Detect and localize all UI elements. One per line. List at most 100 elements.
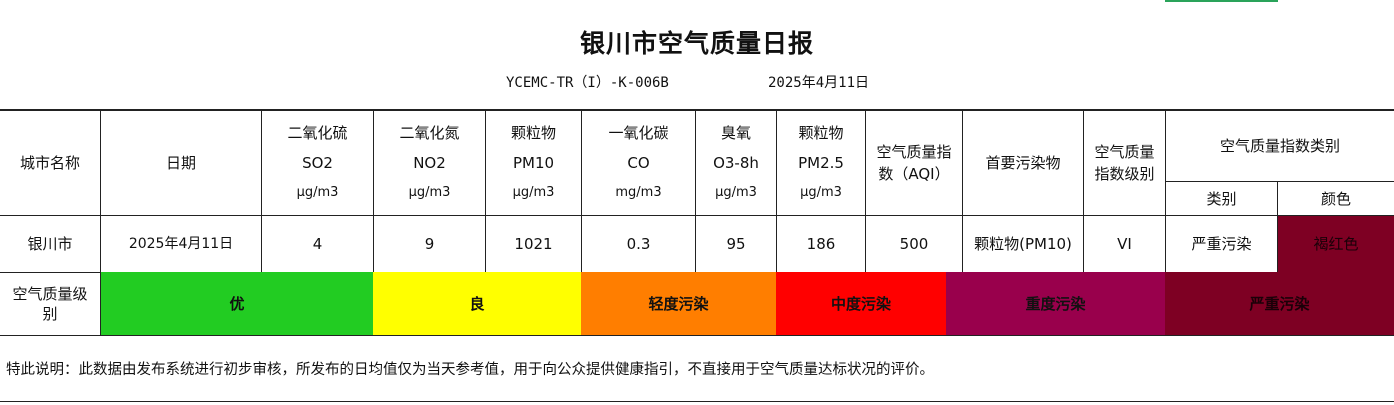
row-color-swatch: 褐红色 <box>1278 216 1394 272</box>
pm10-name: 颗粒物 <box>510 124 556 142</box>
level-row-label: 空气质量级别 <box>0 273 100 335</box>
level-light-label: 轻度污染 <box>648 295 709 313</box>
row-o3-value: 95 <box>726 235 746 253</box>
level-light-pollution: 轻度污染 <box>581 272 776 335</box>
row-so2-value: 4 <box>312 235 323 253</box>
no2-name: 二氧化氮 <box>399 124 460 142</box>
col-divider <box>1165 110 1166 272</box>
row-co-value: 0.3 <box>626 235 651 253</box>
header-pm10: 颗粒物 PM10 μg/m3 <box>486 111 581 215</box>
co-symbol: CO <box>627 154 650 172</box>
level-excellent-label: 优 <box>229 295 245 313</box>
level-severe-label: 严重污染 <box>1249 295 1310 313</box>
row-category-value: 严重污染 <box>1191 235 1252 253</box>
col-divider <box>865 110 866 272</box>
header-aqi: 空气质量指数（AQI） <box>866 111 962 215</box>
col-divider <box>261 110 262 272</box>
co-unit: mg/m3 <box>615 185 662 200</box>
pm10-unit: μg/m3 <box>512 185 555 200</box>
level-row-bottom-border <box>0 335 1394 336</box>
level-good-label: 良 <box>469 295 485 313</box>
so2-name: 二氧化硫 <box>287 124 348 142</box>
col-divider <box>581 110 582 272</box>
header-o3: 臭氧 O3-8h μg/m3 <box>696 111 776 215</box>
pm10-symbol: PM10 <box>512 154 555 172</box>
co-name: 一氧化碳 <box>608 124 669 142</box>
header-co: 一氧化碳 CO mg/m3 <box>582 111 695 215</box>
row-pm10: 1021 <box>486 216 581 272</box>
pm25-symbol: PM2.5 <box>798 154 844 172</box>
col-divider <box>485 110 486 272</box>
row-aqi-value: 500 <box>899 235 929 253</box>
table-top-border <box>0 109 1394 111</box>
col-divider <box>776 110 777 272</box>
row-category: 严重污染 <box>1166 216 1277 272</box>
so2-symbol: SO2 <box>302 154 333 172</box>
col-divider <box>1277 181 1278 272</box>
header-date-label: 日期 <box>165 154 196 172</box>
row-so2: 4 <box>262 216 373 272</box>
header-bottom-border <box>0 215 1394 216</box>
header-aqi-level: 空气质量指数级别 <box>1084 111 1165 215</box>
header-pm25: 颗粒物 PM2.5 μg/m3 <box>777 111 865 215</box>
o3-name: 臭氧 <box>720 124 751 142</box>
table-bottom-border <box>0 401 1394 402</box>
header-so2: 二氧化硫 SO2 μg/m3 <box>262 111 373 215</box>
level-excellent: 优 <box>101 272 373 335</box>
level-severe-pollution: 严重污染 <box>1165 272 1394 335</box>
col-divider <box>1083 110 1084 272</box>
header-primary-label: 首要污染物 <box>985 154 1061 172</box>
header-city-label: 城市名称 <box>19 154 80 172</box>
row-pm10-value: 1021 <box>514 235 553 253</box>
header-date: 日期 <box>101 111 261 215</box>
row-city: 银川市 <box>0 216 100 272</box>
level-heavy-label: 重度污染 <box>1025 295 1086 313</box>
o3-symbol: O3-8h <box>713 154 759 172</box>
row-aqi-level: VI <box>1084 216 1165 272</box>
col-divider <box>373 110 374 272</box>
row-color-value: 褐红色 <box>1313 235 1359 253</box>
disclaimer-note: 特此说明：此数据由发布系统进行初步审核，所发布的日均值仅为当天参考值，用于向公众… <box>6 362 934 378</box>
row-primary-pollutant: 颗粒物(PM10) <box>963 216 1083 272</box>
header-color-label: 颜色 <box>1320 189 1351 208</box>
row-city-value: 银川市 <box>27 235 73 253</box>
row-o3: 95 <box>696 216 776 272</box>
level-good: 良 <box>373 272 581 335</box>
level-heavy-pollution: 重度污染 <box>946 272 1165 335</box>
report-title: 银川市空气质量日报 <box>579 29 814 58</box>
header-category-group-label: 空气质量指数类别 <box>1219 137 1340 155</box>
level-moderate-label: 中度污染 <box>830 295 891 313</box>
row-aqi: 500 <box>866 216 962 272</box>
top-accent-bar <box>1165 0 1278 2</box>
header-category: 类别 <box>1166 182 1277 215</box>
so2-unit: μg/m3 <box>296 185 339 200</box>
report-date: 2025年4月11日 <box>768 75 870 91</box>
no2-unit: μg/m3 <box>408 185 451 200</box>
header-primary-pollutant: 首要污染物 <box>963 111 1083 215</box>
col-divider <box>962 110 963 272</box>
row-date: 2025年4月11日 <box>101 216 261 272</box>
row-co: 0.3 <box>582 216 695 272</box>
row-no2-value: 9 <box>424 235 435 253</box>
level-row-label-text: 空气质量级别 <box>12 285 88 323</box>
o3-unit: μg/m3 <box>715 185 757 200</box>
no2-symbol: NO2 <box>413 154 446 172</box>
row-no2: 9 <box>374 216 485 272</box>
category-header-divider <box>1165 181 1394 182</box>
header-category-label: 类别 <box>1206 189 1237 208</box>
row-date-value: 2025年4月11日 <box>128 236 234 252</box>
header-aqi-label: 空气质量指数（AQI） <box>876 143 952 183</box>
report-code: YCEMC-TR（I）-K-006B <box>506 75 669 91</box>
header-color: 颜色 <box>1278 182 1394 215</box>
col-divider <box>100 110 101 335</box>
row-aqi-level-value: VI <box>1117 235 1132 253</box>
col-divider <box>695 110 696 272</box>
pm25-unit: μg/m3 <box>800 185 842 200</box>
header-no2: 二氧化氮 NO2 μg/m3 <box>374 111 485 215</box>
header-category-group: 空气质量指数类别 <box>1166 111 1394 181</box>
header-city: 城市名称 <box>0 111 100 215</box>
header-aqi-level-label: 空气质量指数级别 <box>1094 143 1155 183</box>
row-pm25-value: 186 <box>806 235 836 253</box>
pm25-name: 颗粒物 <box>798 124 844 142</box>
row-primary-value: 颗粒物(PM10) <box>974 235 1072 253</box>
